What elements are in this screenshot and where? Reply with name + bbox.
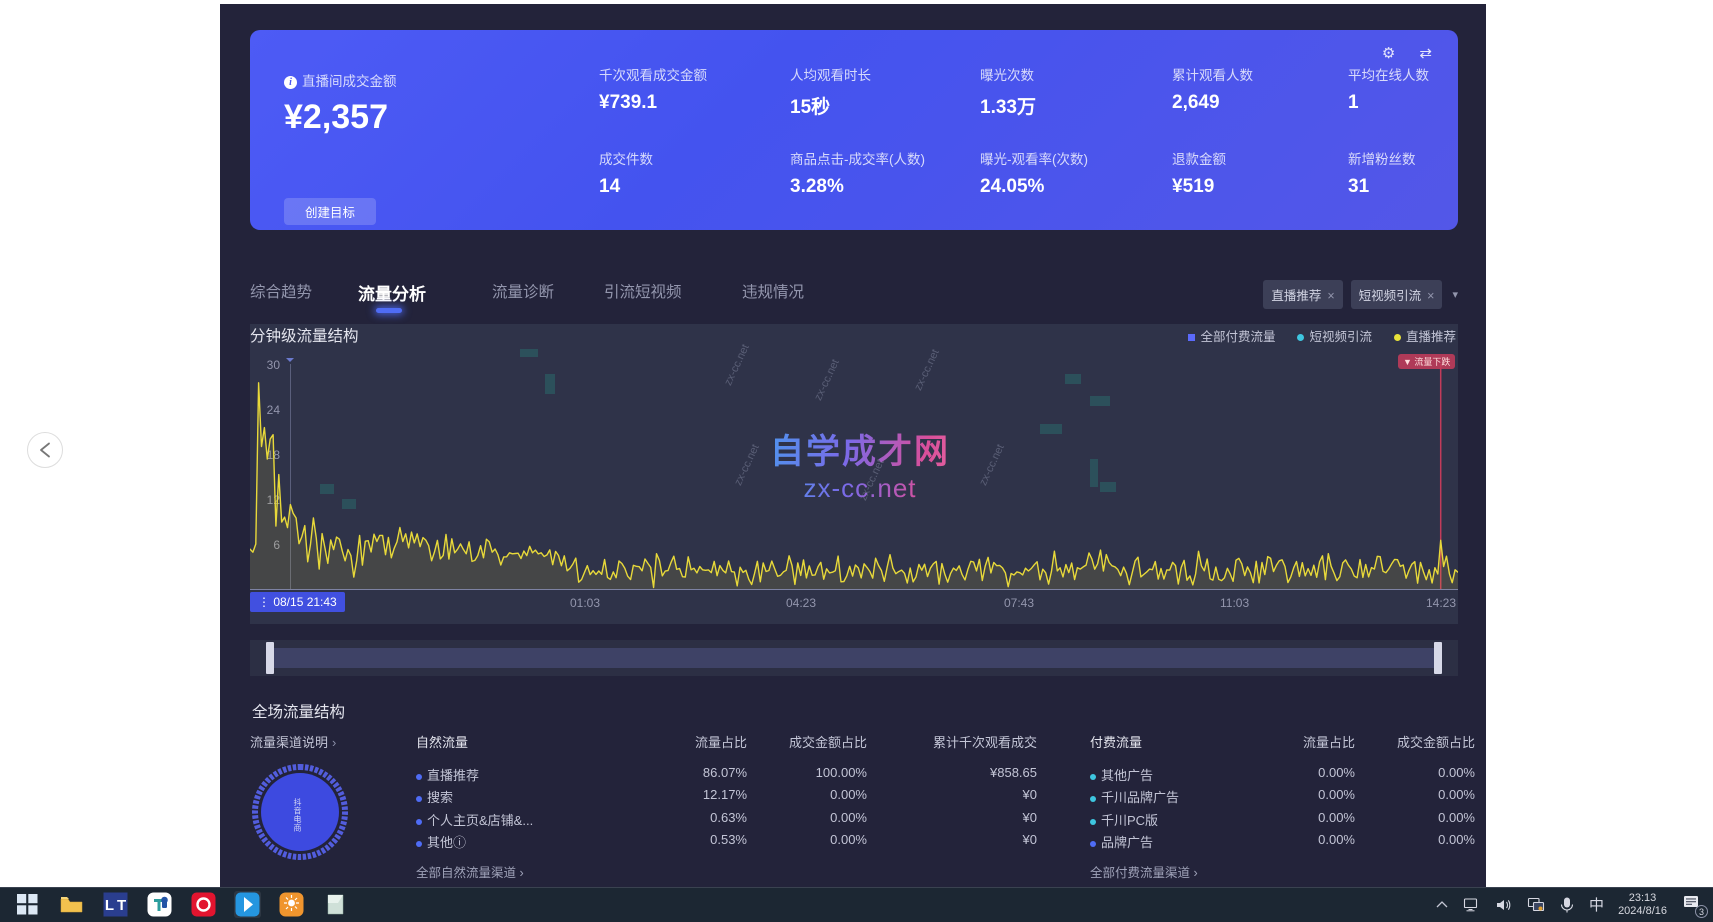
svg-text:L T: L T (105, 897, 126, 914)
